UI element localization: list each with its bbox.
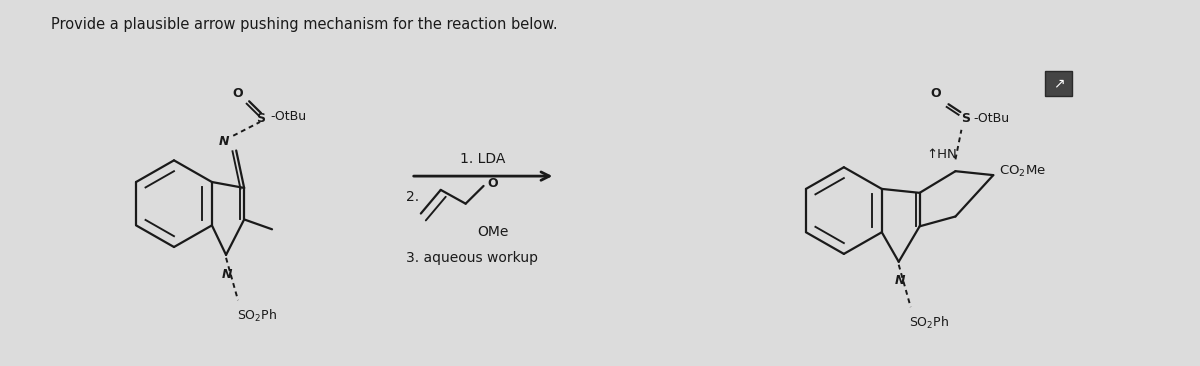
FancyBboxPatch shape: [1045, 71, 1072, 96]
Text: N: N: [220, 135, 229, 148]
Text: N: N: [894, 274, 905, 287]
Text: O: O: [232, 87, 242, 100]
Text: SO$_2$Ph: SO$_2$Ph: [908, 315, 949, 331]
Text: CO$_2$Me: CO$_2$Me: [1000, 164, 1046, 179]
Text: S: S: [257, 112, 265, 124]
Text: ↗: ↗: [1052, 76, 1064, 90]
Text: 1. LDA: 1. LDA: [461, 152, 505, 166]
Text: Provide a plausible arrow pushing mechanism for the reaction below.: Provide a plausible arrow pushing mechan…: [50, 17, 557, 32]
Text: OMe: OMe: [478, 225, 509, 239]
Text: S: S: [961, 112, 970, 124]
Text: O: O: [930, 87, 941, 100]
Text: -OtBu: -OtBu: [973, 112, 1009, 124]
Text: ↑HN: ↑HN: [926, 148, 956, 161]
Text: -OtBu: -OtBu: [270, 109, 306, 123]
Text: 3. aqueous workup: 3. aqueous workup: [406, 251, 538, 265]
Text: N: N: [222, 268, 233, 281]
Text: 2.: 2.: [406, 190, 419, 204]
Text: SO$_2$Ph: SO$_2$Ph: [236, 308, 277, 324]
Text: O: O: [487, 176, 498, 190]
